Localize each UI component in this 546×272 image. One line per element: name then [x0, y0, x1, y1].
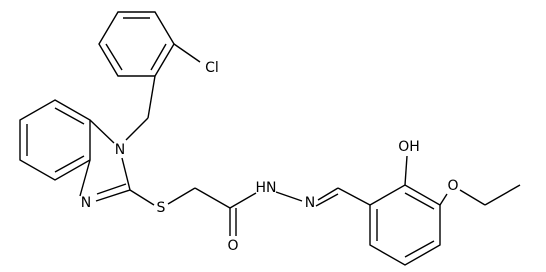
- atom-label: N: [305, 195, 315, 211]
- bonds: [19, 11, 521, 266]
- atom-label: O: [447, 178, 458, 194]
- atom-label: O: [227, 238, 238, 254]
- atom-label: Cl: [205, 60, 219, 76]
- atom-label: HN: [256, 180, 277, 196]
- atom-label: S: [157, 200, 166, 216]
- atom-label: N: [115, 142, 125, 158]
- atom-label: N: [81, 195, 91, 211]
- atom-labels: Cl N N S O HN N OH O: [81, 60, 459, 254]
- atom-label: OH: [398, 139, 420, 155]
